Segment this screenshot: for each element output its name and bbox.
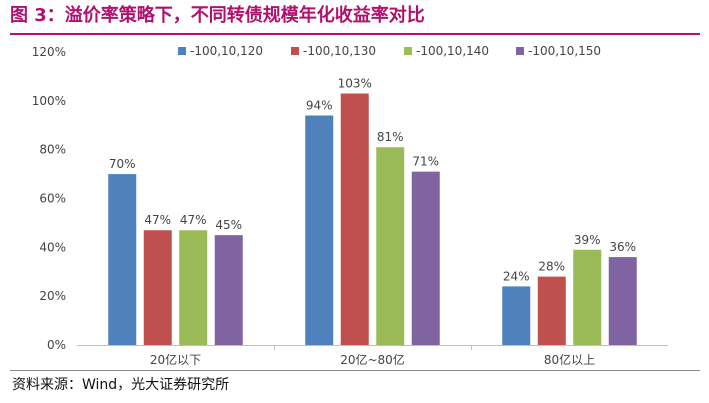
y-tick-label: 100%: [32, 94, 66, 108]
y-tick-label: 80%: [39, 143, 66, 157]
bar: [502, 286, 531, 345]
data-label: 39%: [574, 233, 601, 247]
data-label: 47%: [180, 213, 207, 227]
legend-label: -100,10,120: [190, 44, 263, 58]
bar: [411, 171, 440, 345]
bar: [108, 174, 137, 345]
y-tick-label: 0%: [47, 338, 66, 352]
legend-label: -100,10,150: [528, 44, 601, 58]
legend-swatch: [404, 47, 412, 55]
x-tick-label: 20亿~80亿: [340, 352, 405, 367]
y-tick-label: 60%: [39, 192, 66, 206]
bar: [376, 147, 405, 345]
legend-label: -100,10,140: [416, 44, 489, 58]
figure-title-block: 图 3：溢价率策略下，不同转债规模年化收益率对比: [10, 2, 700, 32]
bar: [214, 235, 243, 345]
legend-swatch: [516, 47, 524, 55]
bar: [305, 115, 334, 345]
data-label: 81%: [377, 130, 404, 144]
x-tick-label: 20亿以下: [150, 352, 201, 367]
bar: [340, 93, 369, 345]
legend-label: -100,10,130: [303, 44, 376, 58]
data-label: 70%: [109, 157, 136, 171]
y-tick-label: 40%: [39, 240, 66, 254]
data-label: 71%: [412, 155, 439, 169]
bar: [537, 276, 566, 345]
y-tick-label: 20%: [39, 289, 66, 303]
bar: [573, 249, 602, 345]
bar: [179, 230, 208, 345]
data-label: 103%: [338, 77, 372, 91]
title-divider: [10, 33, 700, 35]
data-label: 24%: [503, 269, 530, 283]
bar-chart: 0% 20% 40% 60% 80% 100% 120% 70% 47% 47% 45% 20亿以下 9…: [32, 44, 668, 367]
legend-swatch: [178, 47, 186, 55]
source-note: 资料来源：Wind，光大证券研究所: [12, 377, 230, 393]
legend-swatch: [291, 47, 299, 55]
figure-title: 图 3：溢价率策略下，不同转债规模年化收益率对比: [10, 5, 425, 26]
data-label: 94%: [306, 98, 333, 112]
y-tick-label: 120%: [32, 45, 66, 59]
data-label: 28%: [538, 260, 565, 274]
bar: [143, 230, 172, 345]
data-label: 47%: [144, 213, 171, 227]
bar: [608, 257, 637, 345]
data-label: 36%: [609, 240, 636, 254]
x-tick-label: 80亿以上: [544, 352, 595, 367]
data-label: 45%: [215, 218, 242, 232]
source-divider: [10, 370, 700, 371]
